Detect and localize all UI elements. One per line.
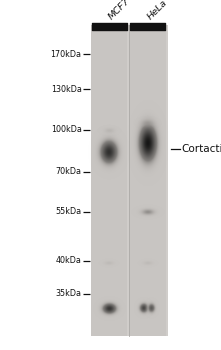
Text: 35kDa: 35kDa [55, 289, 82, 299]
Bar [130, 25, 166, 336]
Bar [92, 25, 168, 336]
Text: 70kDa: 70kDa [55, 167, 82, 176]
Text: 55kDa: 55kDa [55, 207, 82, 216]
Text: 130kDa: 130kDa [51, 85, 82, 94]
Text: HeLa: HeLa [145, 0, 169, 22]
Bar [91, 25, 127, 336]
Text: 170kDa: 170kDa [51, 50, 82, 59]
Text: 100kDa: 100kDa [51, 125, 82, 134]
Text: MCF7: MCF7 [107, 0, 132, 22]
Text: Cortactin: Cortactin [181, 144, 221, 154]
Text: 40kDa: 40kDa [56, 256, 82, 265]
